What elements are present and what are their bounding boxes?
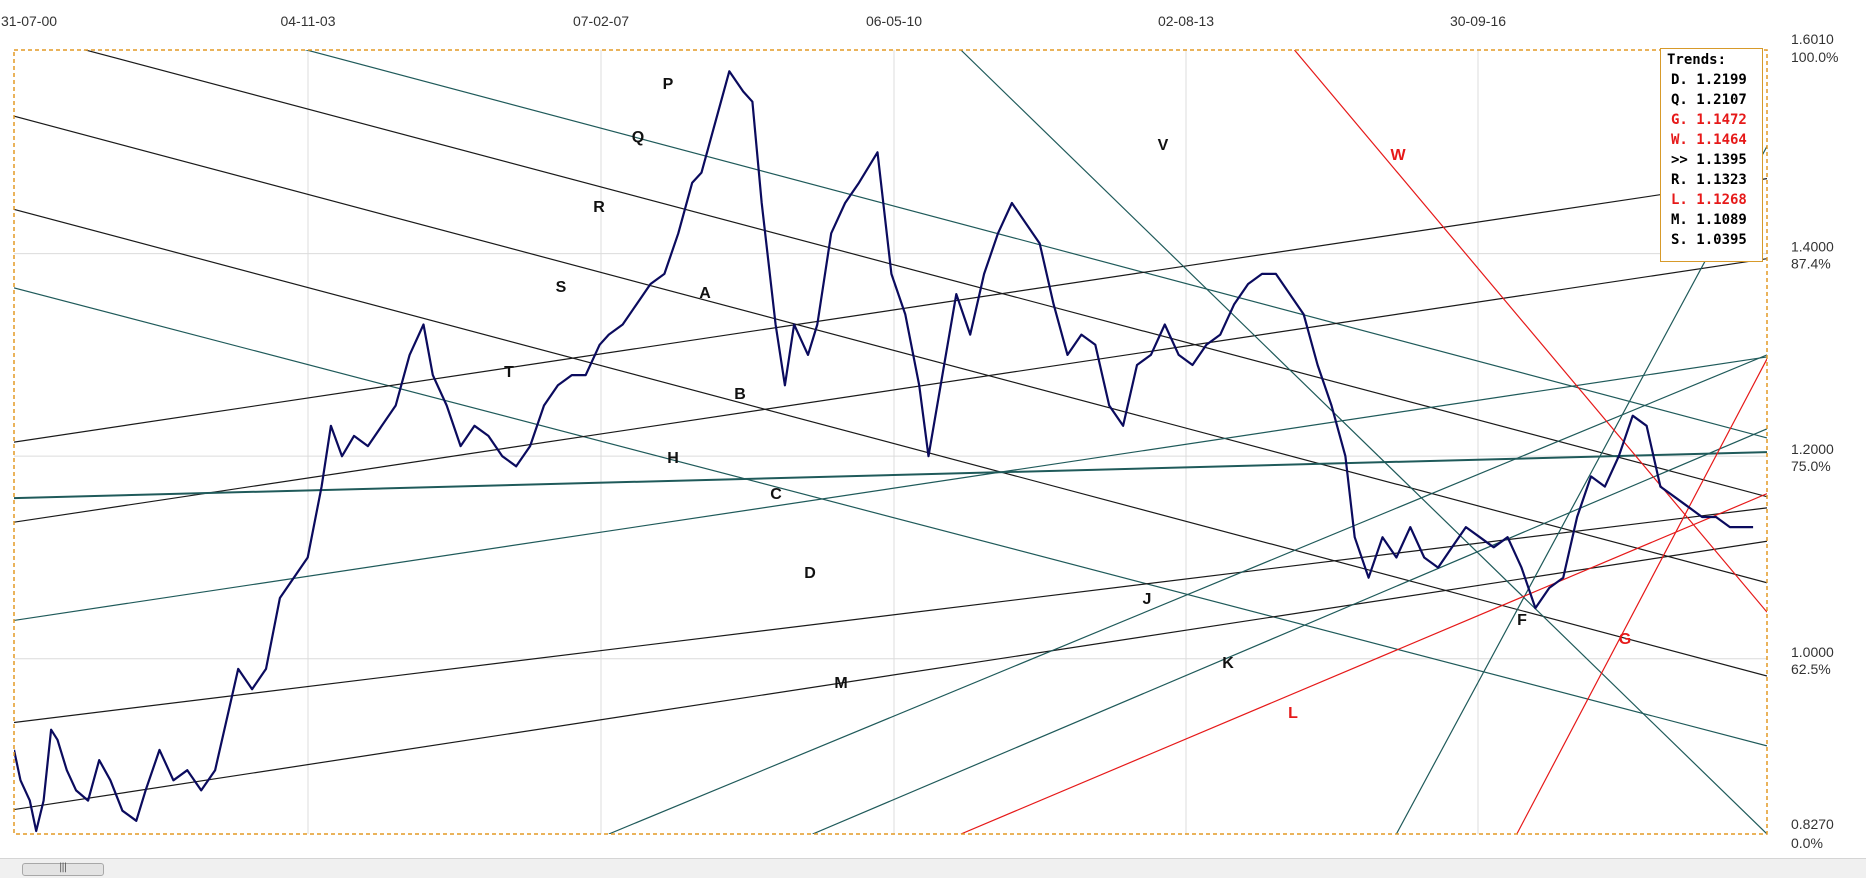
trend-line-g — [1516, 358, 1767, 834]
trend-label-l: L — [1288, 705, 1298, 722]
trend-label-r: R — [593, 199, 605, 216]
x-tick-label: 31-07-00 — [1, 13, 57, 29]
trend-label-d: D — [804, 565, 816, 582]
trend-line-s — [14, 208, 1767, 677]
x-axis: 31-07-00 04-11-03 07-02-07 06-05-10 02-08-13… — [1, 13, 1506, 29]
trend-line-c — [14, 356, 1767, 622]
y-tick-label: 1.6010 — [1791, 31, 1834, 47]
trend-label-j: J — [1143, 591, 1152, 608]
trend-line-r — [14, 115, 1767, 584]
x-tick-label: 06-05-10 — [866, 13, 922, 29]
horizontal-scrollbar[interactable]: ||| — [0, 858, 1866, 878]
x-tick-label: 04-11-03 — [280, 13, 335, 29]
trend-label-b: B — [734, 386, 746, 403]
y-tick-label: 1.2000 — [1791, 441, 1834, 457]
y-tick-percent: 75.0% — [1791, 458, 1831, 474]
trends-row: R. 1.1323 — [1671, 172, 1747, 188]
y-tick-percent: 0.0% — [1791, 835, 1823, 851]
grid — [14, 50, 1767, 834]
trend-line-w — [1294, 50, 1767, 613]
scrollbar-thumb[interactable]: ||| — [22, 862, 104, 876]
trend-line-l — [960, 493, 1767, 834]
trend-label-t: T — [504, 364, 514, 381]
grip-icon: ||| — [59, 862, 67, 873]
trends-row: D. 1.2199 — [1671, 72, 1747, 88]
trends-row: >> 1.1395 — [1671, 152, 1747, 168]
trends-row: M. 1.1089 — [1671, 212, 1747, 228]
trend-label-q: Q — [632, 129, 644, 146]
trend-line-h — [14, 451, 1767, 500]
trend-label-c: C — [770, 486, 782, 503]
trend-label-g: G — [1619, 631, 1631, 648]
trend-line-b — [14, 258, 1767, 523]
trends-row: W. 1.1464 — [1671, 132, 1747, 148]
trends-row: G. 1.1472 — [1671, 112, 1747, 128]
trend-label-f: F — [1517, 612, 1527, 629]
trend-label-v: V — [1158, 137, 1169, 154]
trend-label-k: K — [1222, 655, 1234, 672]
trends-title: Trends: — [1667, 52, 1727, 68]
trend-line-k — [812, 428, 1767, 834]
trend-label-a: A — [699, 285, 711, 302]
trend-labels: P Q R S T A B C D M H J K F V W L G — [504, 76, 1631, 722]
trend-line-j — [608, 354, 1767, 834]
price-series — [14, 70, 1754, 833]
trend-line-q — [83, 50, 1767, 498]
trend-lines — [14, 50, 1767, 834]
x-tick-label: 30-09-16 — [1450, 13, 1506, 29]
trends-row: L. 1.1268 — [1671, 192, 1747, 208]
trend-label-w: W — [1390, 147, 1406, 164]
trend-label-h: H — [667, 450, 679, 467]
y-tick-percent: 87.4% — [1791, 256, 1831, 272]
trend-line-d — [14, 507, 1767, 724]
x-tick-label: 07-02-07 — [573, 13, 629, 29]
trend-label-p: P — [663, 76, 674, 93]
y-tick-percent: 100.0% — [1791, 49, 1838, 65]
trend-line-v — [960, 50, 1767, 834]
trends-row: Q. 1.2107 — [1671, 92, 1747, 108]
x-tick-label: 02-08-13 — [1158, 13, 1214, 29]
trends-row: S. 1.0395 — [1671, 232, 1747, 248]
y-tick-label: 1.0000 — [1791, 644, 1834, 660]
y-tick-percent: 62.5% — [1791, 661, 1831, 677]
trend-line-a — [14, 178, 1767, 443]
y-tick-label: 0.8270 — [1791, 816, 1834, 832]
trend-line-p — [304, 50, 1767, 439]
y-tick-label: 1.4000 — [1791, 239, 1834, 255]
price-line — [14, 70, 1754, 833]
trend-line-t — [14, 287, 1767, 747]
trends-legend: Trends: D. 1.2199 Q. 1.2107 G. 1.1472 W.… — [1660, 48, 1763, 262]
trend-line-m — [14, 540, 1767, 811]
plot-frame — [13, 49, 1768, 835]
trend-label-s: S — [556, 279, 567, 296]
trend-label-m: M — [834, 675, 847, 692]
